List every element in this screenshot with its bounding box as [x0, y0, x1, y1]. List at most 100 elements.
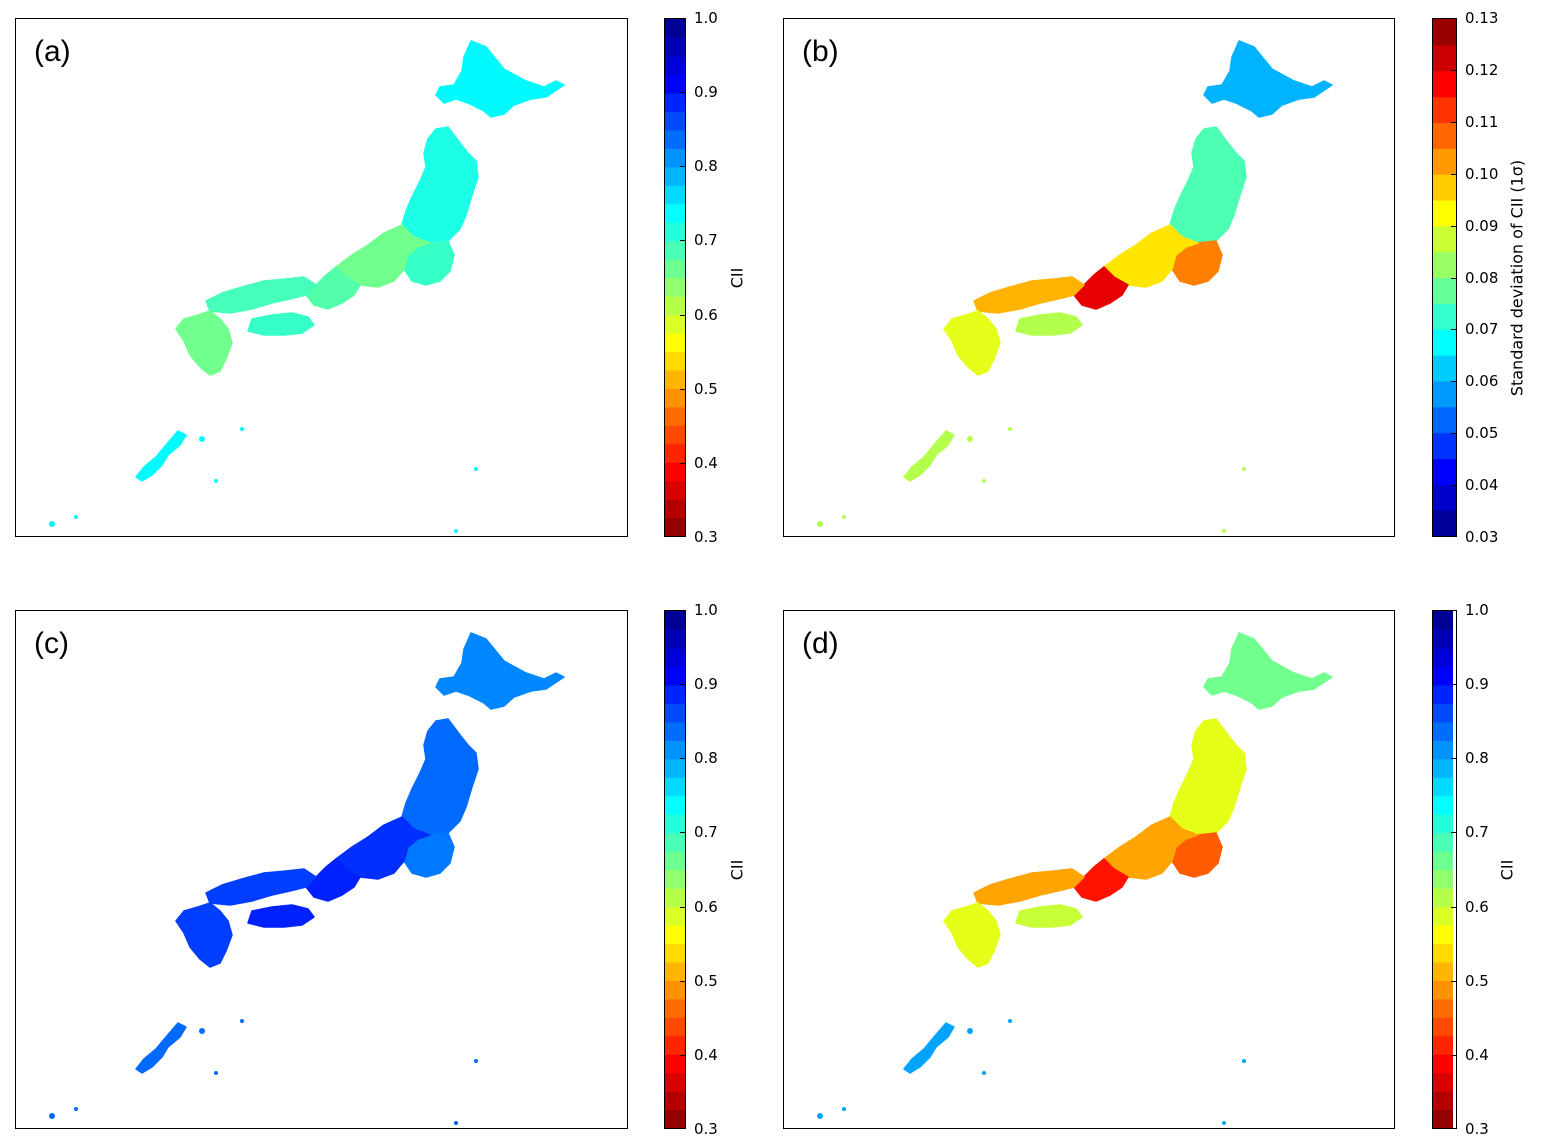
colorbar-level [665, 314, 685, 334]
colorbar-level [665, 351, 685, 371]
colorbar-level [665, 703, 685, 723]
colorbar-tick-label: 0.9 [694, 675, 718, 694]
colorbar-level [665, 480, 685, 500]
region-kyushu [175, 902, 233, 968]
colorbar-level [665, 943, 685, 963]
map-panel-b: (b) [783, 18, 1395, 537]
colorbar-b-ticks: 0.03 0.04 0.05 0.06 0.07 0.08 0.09 0.10 0.11 0.12… [1451, 9, 1517, 546]
colorbar-a-ticks: 0.3 0.4 0.5 0.6 0.7 0.8 0.9 1.0 [680, 9, 746, 546]
island-mark [982, 1071, 986, 1075]
colorbar-level [665, 74, 685, 94]
colorbar-tick-mark [680, 18, 685, 19]
colorbar-tick-label: 0.6 [1465, 897, 1489, 916]
colorbar-b-gradient [1433, 19, 1456, 536]
colorbar-tick-label: 0.8 [1465, 749, 1489, 768]
colorbar-level [1433, 1035, 1453, 1055]
colorbar-level [665, 388, 685, 408]
colorbar-level [1433, 777, 1453, 797]
panel-label-d: (d) [802, 627, 839, 660]
region-chubu [335, 224, 431, 288]
colorbar-level [665, 611, 685, 631]
island-mark [1242, 467, 1246, 471]
colorbar-level [665, 758, 685, 778]
colorbar-tick-label: 0.4 [694, 1045, 718, 1064]
region-chugoku [205, 276, 317, 314]
region-okinawa [135, 430, 187, 482]
colorbar-level [665, 406, 685, 426]
japan-map-d [817, 632, 1333, 1125]
colorbar-level [1433, 70, 1456, 98]
colorbar-tick-mark [680, 906, 685, 908]
colorbar-d-title: CII [1497, 859, 1517, 881]
colorbar-level [665, 814, 685, 834]
colorbar-d-gradient [1433, 611, 1453, 1128]
island-mark [454, 529, 458, 533]
region-chugoku [205, 868, 317, 906]
region-hokkaido [435, 40, 565, 118]
colorbar-level [665, 185, 685, 205]
colorbar-level [665, 277, 685, 297]
colorbar-tick-mark [1451, 980, 1456, 982]
region-hokkaido [435, 632, 565, 710]
colorbar-level [665, 166, 685, 186]
colorbar-tick-label: 0.8 [694, 157, 718, 176]
colorbar-tick-mark [1451, 485, 1456, 487]
island-mark [1008, 427, 1012, 431]
colorbar-level [665, 111, 685, 131]
colorbar-level [1433, 851, 1453, 871]
japan-map-b [817, 40, 1333, 533]
colorbar-level [1433, 647, 1453, 667]
colorbar-tick-label: 0.9 [694, 83, 718, 102]
colorbar-level [665, 906, 685, 926]
colorbar-a-gradient [665, 19, 685, 536]
colorbar-c-gradient [665, 611, 685, 1128]
colorbar-level [665, 222, 685, 242]
region-okinawa [135, 1022, 187, 1074]
colorbar-level [1433, 666, 1453, 686]
island-mark [214, 479, 218, 483]
colorbar-level [665, 19, 685, 39]
colorbar-tick-mark [1451, 277, 1456, 279]
colorbar-level [665, 240, 685, 260]
colorbar-level [1433, 1054, 1453, 1074]
panel-label-a: (a) [34, 35, 71, 68]
colorbar-tick-mark [680, 92, 685, 94]
colorbar-level [665, 499, 685, 519]
colorbar-level [1433, 44, 1456, 72]
island-mark [240, 427, 244, 431]
colorbar-tick-label: 0.08 [1465, 268, 1499, 287]
colorbar-level [1433, 832, 1453, 852]
colorbar-level [1433, 906, 1453, 926]
colorbar-level [1433, 510, 1456, 536]
colorbar-level [1433, 611, 1453, 631]
colorbar-tick-label: 0.7 [694, 823, 718, 842]
region-kyushu [943, 902, 1001, 968]
colorbar-level [1433, 980, 1453, 1000]
colorbar-level [665, 1072, 685, 1092]
colorbar-level [1433, 943, 1453, 963]
colorbar-level [1433, 998, 1453, 1018]
colorbar-level [665, 1035, 685, 1055]
colorbar-level [665, 777, 685, 797]
region-kyushu [175, 310, 233, 376]
colorbar-c-ticks: 0.3 0.4 0.5 0.6 0.7 0.8 0.9 1.0 [680, 601, 746, 1138]
colorbar-tick-mark [1451, 906, 1456, 908]
island-mark [1222, 1121, 1226, 1125]
colorbar-tick-mark [1451, 758, 1456, 760]
colorbar-level [665, 740, 685, 760]
colorbar-tick-mark [680, 166, 685, 168]
colorbar-level [665, 37, 685, 57]
island-mark [199, 436, 205, 442]
colorbar-level [1433, 961, 1453, 981]
colorbar-level [665, 924, 685, 944]
colorbar-tick-label: 0.5 [694, 971, 718, 990]
colorbar-level [665, 980, 685, 1000]
colorbar-level [665, 295, 685, 316]
region-chugoku [973, 868, 1085, 906]
colorbar-level [1433, 458, 1456, 485]
colorbar-level [1433, 1072, 1453, 1092]
colorbar-tick-mark [1451, 1054, 1456, 1056]
colorbar-tick-label: 1.0 [694, 601, 718, 619]
colorbar-level [665, 129, 685, 149]
region-chubu [1103, 816, 1199, 880]
